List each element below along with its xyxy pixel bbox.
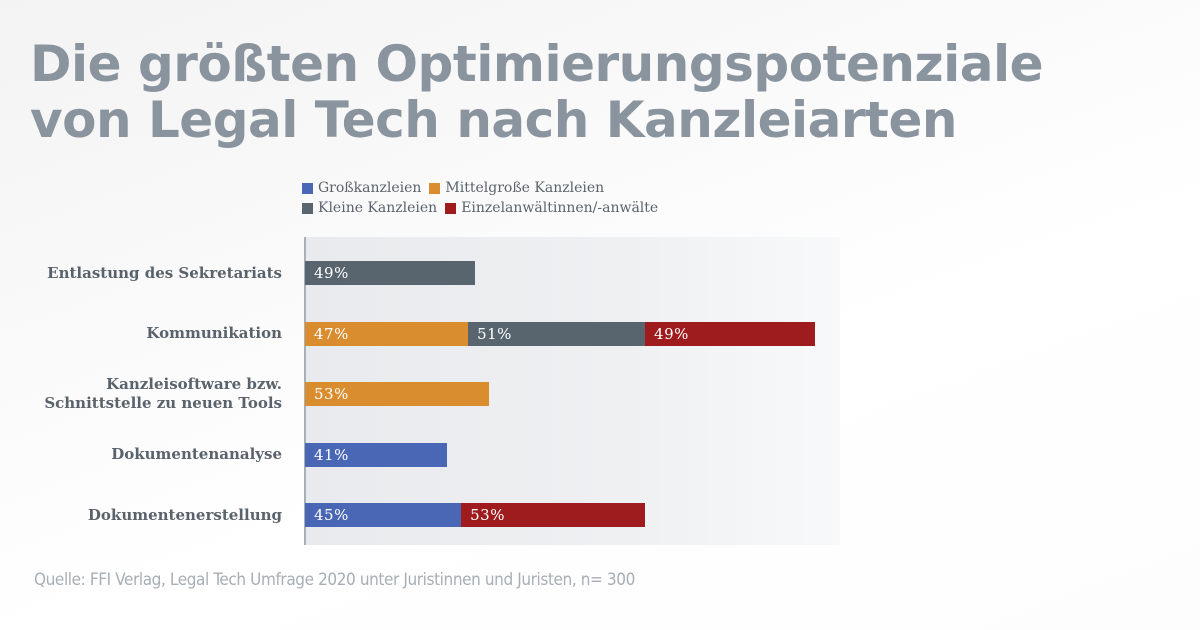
data-label: 49% (314, 264, 349, 282)
legend-row: Kleine Kanzleien Einzelanwältinnen/-anwäl… (302, 198, 666, 218)
bar-grosskanzleien: 41% (305, 442, 448, 467)
legend-label: Kleine Kanzleien (318, 200, 438, 216)
bar-kleine-kanzleien: 51% (468, 321, 646, 346)
bar-einzelanwaeltinnen-anwaelte: 49% (645, 321, 816, 346)
legend-label: Mittelgroße Kanzleien (445, 180, 605, 196)
category-label: Dokumentenerstellung (87, 505, 282, 524)
legend-swatch (302, 202, 313, 214)
bar-mittelgrosse-kanzleien: 47% (305, 321, 469, 346)
legend-row: Großkanzleien Mittelgroße Kanzleien (302, 178, 666, 198)
bar-mittelgrosse-kanzleien: 53% (305, 382, 489, 406)
legend-swatch (429, 182, 441, 194)
data-label: 47% (314, 324, 349, 343)
data-label: 41% (314, 445, 349, 464)
data-label: 53% (470, 506, 505, 524)
legend-item-kleine-kanzleien: Kleine Kanzleien (302, 198, 437, 218)
bar-einzelanwaeltinnen-anwaelte: 53% (461, 503, 646, 527)
category-label: Kommunikation (146, 324, 282, 342)
legend-item-einzelanwaeltinnen-anwaelte: Einzelanwältinnen/-anwälte (445, 198, 658, 218)
title-line-2: von Legal Tech nach Kanzleiarten (30, 91, 957, 149)
title-line-1: Die größten Optimierungspotenziale (30, 35, 1044, 93)
legend: Großkanzleien Mittelgroße Kanzleien Kleine… (302, 178, 666, 218)
chart-title: Die größten Optimierungspotenziale von L… (30, 35, 1044, 149)
category-label: Entlastung des Sekretariats (47, 263, 282, 282)
bar-kleine-kanzleien: 49% (305, 261, 476, 285)
category-label: Dokumentenanalyse (111, 445, 282, 463)
data-label: 51% (477, 324, 512, 343)
category-label: Kanzleisoftware bzw. Schnittstelle zu neu… (44, 375, 282, 412)
data-label: 49% (654, 324, 689, 343)
bar-grosskanzleien: 45% (305, 503, 462, 527)
data-label: 45% (314, 506, 349, 524)
data-label: 53% (314, 385, 349, 403)
legend-swatch (302, 182, 313, 194)
legend-item-grosskanzleien: Großkanzleien (302, 178, 421, 198)
legend-label: Großkanzleien (318, 180, 422, 196)
legend-swatch (445, 202, 457, 214)
legend-label: Einzelanwältinnen/-anwälte (461, 200, 659, 216)
source-note: Quelle: FFI Verlag, Legal Tech Umfrage 2… (34, 570, 635, 590)
legend-item-mittelgrosse-kanzleien: Mittelgroße Kanzleien (429, 178, 604, 198)
